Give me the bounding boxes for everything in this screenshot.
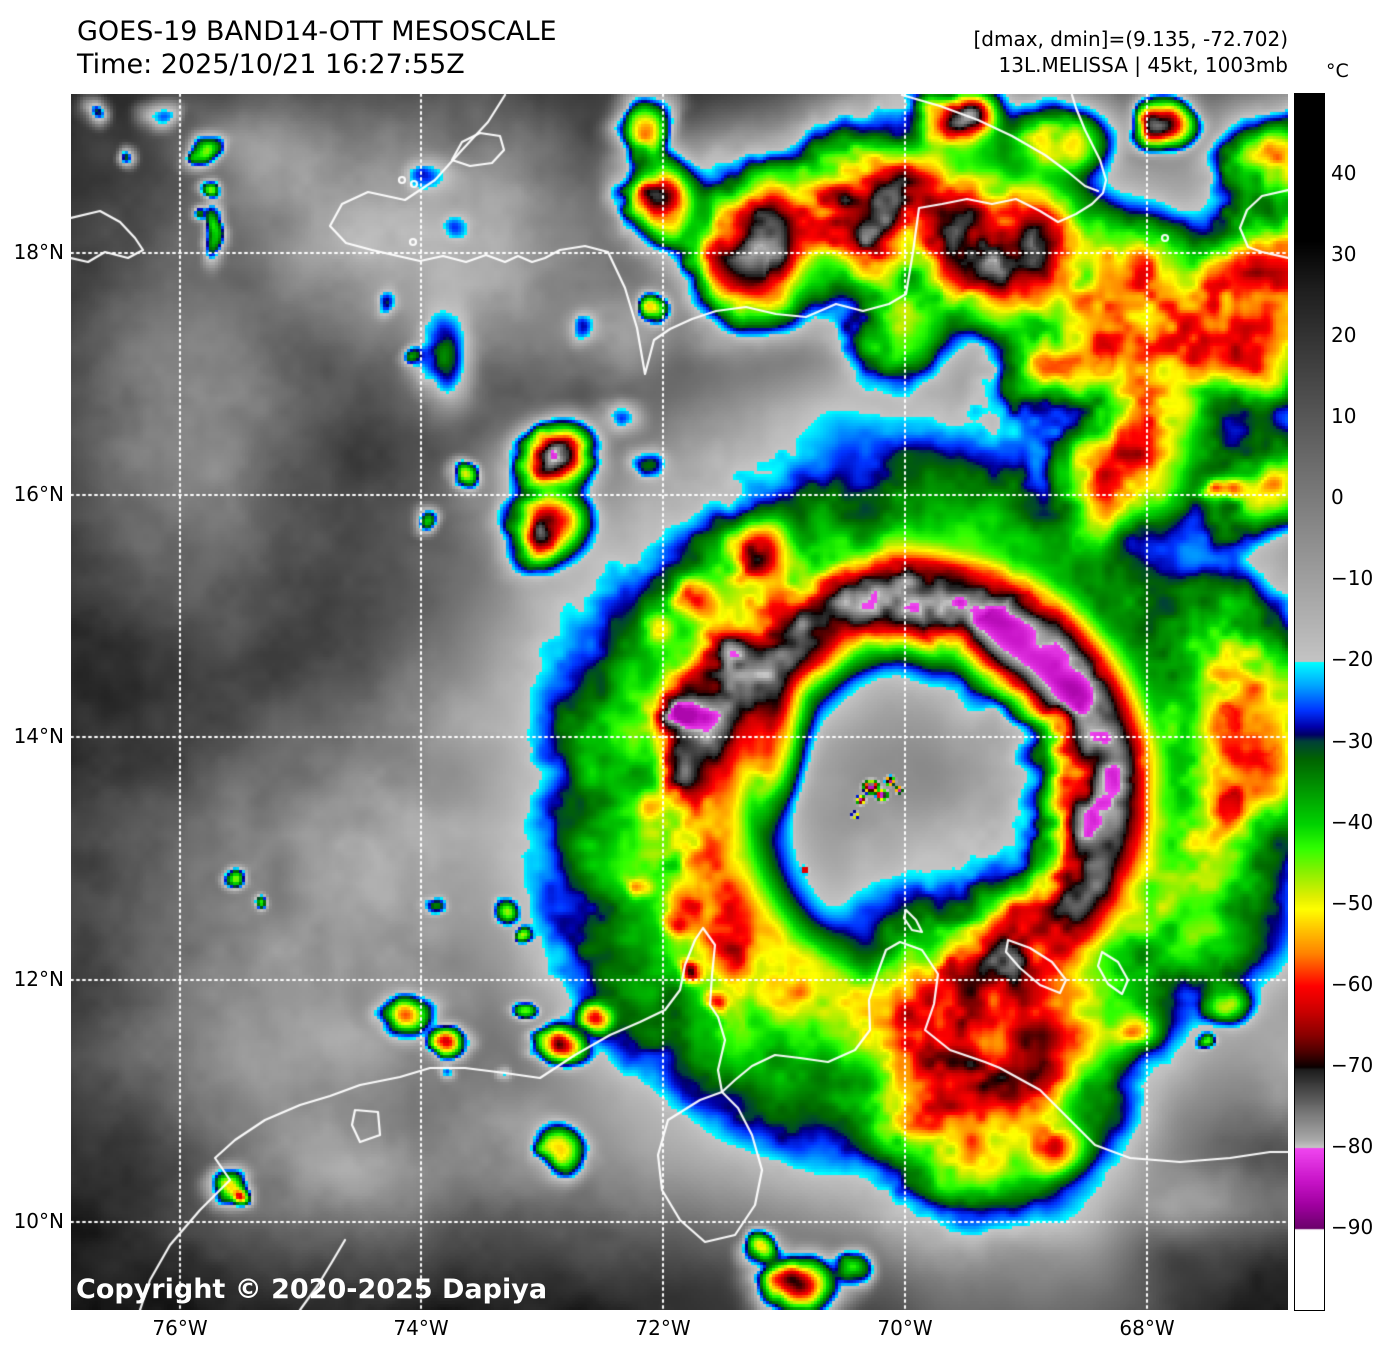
copyright-label: Copyright © 2020-2025 Dapiya: [76, 1274, 548, 1305]
colorbar-unit-label: °C: [1326, 60, 1349, 82]
page-title: GOES-19 BAND14-OTT MESOSCALE: [77, 16, 557, 47]
lon-tick-label: 68°W: [1119, 1316, 1175, 1340]
colorbar-tick-label: 20: [1331, 323, 1357, 348]
colorbar-tick-label: −50: [1331, 890, 1374, 915]
colorbar-tick-label: 40: [1331, 161, 1357, 186]
colorbar-tick-label: −80: [1331, 1133, 1374, 1158]
colorbar-tick-label: −70: [1331, 1052, 1374, 1077]
lat-tick-label: 18°N: [13, 240, 64, 264]
colorbar-tick-label: 10: [1331, 404, 1357, 429]
storm-info-label: 13L.MELISSA | 45kt, 1003mb: [998, 53, 1288, 77]
colorbar-tick-label: −30: [1331, 728, 1374, 753]
lat-tick-label: 14°N: [13, 724, 64, 748]
colorbar-tick-label: −90: [1331, 1214, 1374, 1239]
colorbar-tick-label: 0: [1331, 485, 1344, 510]
lat-tick-label: 12°N: [13, 967, 64, 991]
colorbar-tick-label: −60: [1331, 971, 1374, 996]
timestamp-label: Time: 2025/10/21 16:27:55Z: [77, 49, 465, 80]
colorbar-tick-label: −20: [1331, 647, 1374, 672]
lon-tick-label: 74°W: [393, 1316, 449, 1340]
dmax-dmin-label: [dmax, dmin]=(9.135, -72.702): [973, 27, 1288, 51]
colorbar-tick-label: −10: [1331, 566, 1374, 591]
lon-tick-label: 72°W: [635, 1316, 691, 1340]
colorbar: [1294, 93, 1325, 1311]
storm-annotations: [dmax, dmin]=(9.135, -72.702) 13L.MELISS…: [973, 26, 1288, 78]
colorbar-tick-label: 30: [1331, 242, 1357, 267]
lon-tick-label: 76°W: [152, 1316, 208, 1340]
lat-tick-label: 10°N: [13, 1209, 64, 1233]
lon-tick-label: 70°W: [877, 1316, 933, 1340]
colorbar-tick-label: −40: [1331, 809, 1374, 834]
satellite-map-image: [71, 94, 1288, 1310]
lat-tick-label: 16°N: [13, 482, 64, 506]
